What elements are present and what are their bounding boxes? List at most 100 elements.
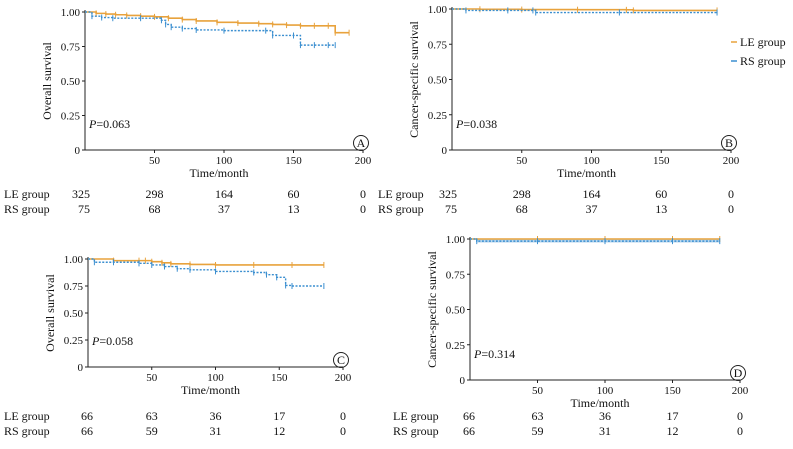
risk-value: 13 [655,202,667,216]
x-tick-label: 150 [271,372,288,384]
x-tick-label: 200 [732,385,749,397]
risk-value: 68 [516,202,528,216]
x-tick-label: 50 [146,372,158,384]
y-tick-label: 1.00 [446,234,466,246]
x-tick-label: 100 [583,155,600,167]
y-tick-label: 0.75 [64,281,84,293]
series-le-group [452,8,718,12]
risk-value: 0 [728,202,734,216]
risk-value: 63 [146,409,158,423]
x-axis-label: Time/month [557,166,616,180]
risk-value: 66 [463,424,475,438]
risk-value: 36 [210,409,222,423]
x-tick-label: 100 [216,155,233,167]
risk-row-label: LE group [4,187,50,201]
y-tick-label: 0.50 [446,305,466,317]
risk-row-label: RS group [393,424,439,438]
x-axis-label: Time/month [190,166,249,180]
y-tick-label: 0 [75,145,81,157]
risk-row-label: RS group [4,424,50,438]
risk-value: 164 [215,187,233,201]
x-tick-label: 150 [285,155,302,167]
risk-row-label: RS group [378,202,424,216]
risk-value: 164 [583,187,601,201]
x-tick-label: 200 [335,372,352,384]
risk-value: 63 [532,409,544,423]
risk-value: 325 [72,187,90,201]
risk-value: 60 [655,187,667,201]
legend-label: LE group [740,35,786,49]
x-axis-label: Time/month [181,383,240,397]
risk-value: 0 [360,202,366,216]
y-tick-label: 0.75 [446,269,466,281]
y-axis-label: Cancer-specific survival [425,250,439,367]
risk-value: 31 [599,424,611,438]
risk-value: 12 [273,424,285,438]
panel-label-circle [353,135,369,151]
risk-value: 36 [599,409,611,423]
panel-label-circle [730,365,746,381]
p-value: P=0.314 [473,347,515,361]
risk-value: 12 [667,424,679,438]
x-axis-label: Time/month [571,396,630,410]
legend-label: RS group [740,54,786,68]
y-tick-label: 1.00 [64,254,84,266]
panel-label: A [357,136,366,150]
y-tick-label: 0.75 [61,42,81,54]
x-tick-label: 50 [149,155,161,167]
p-value: P=0.063 [88,117,130,131]
y-axis-label: Overall survival [43,274,57,352]
y-tick-label: 0 [78,362,84,374]
panel-label: B [725,136,733,150]
y-tick-label: 0.25 [64,335,84,347]
risk-value: 13 [288,202,300,216]
y-axis-label: Cancer-specific survival [407,20,421,137]
risk-value: 66 [81,424,93,438]
y-tick-label: 0 [460,375,466,387]
risk-value: 59 [532,424,544,438]
x-tick-label: 200 [723,155,740,167]
x-tick-label: 50 [516,155,528,167]
risk-value: 0 [360,187,366,201]
risk-value: 298 [146,187,164,201]
risk-row-label: RS group [4,202,50,216]
risk-value: 17 [667,409,679,423]
risk-value: 17 [273,409,285,423]
risk-value: 0 [340,424,346,438]
panel-label-circle [721,135,737,151]
y-axis-label: Overall survival [40,42,54,120]
risk-row-label: LE group [4,409,50,423]
panel-B: 0 0.25 0.50 0.75 1.00 50 100 150 200 Time/month Ca… [378,4,740,216]
x-tick-label: 150 [653,155,670,167]
risk-value: 75 [445,202,457,216]
risk-value: 60 [288,187,300,201]
risk-value: 37 [218,202,230,216]
p-value: P=0.058 [91,334,133,348]
y-tick-label: 0.25 [446,340,466,352]
x-tick-label: 50 [532,385,544,397]
y-tick-label: 0 [442,145,448,157]
y-tick-label: 1.00 [61,7,81,19]
panel-label-circle [333,352,349,368]
series-le-group [88,258,324,266]
p-value: P=0.038 [455,117,497,131]
y-tick-label: 0.50 [428,75,448,87]
risk-value: 325 [439,187,457,201]
risk-row-label: LE group [378,187,424,201]
y-tick-label: 0.25 [428,110,448,122]
risk-value: 0 [737,424,743,438]
risk-value: 66 [81,409,93,423]
risk-value: 298 [513,187,531,201]
y-tick-label: 0.50 [61,76,81,88]
risk-value: 68 [149,202,161,216]
panel-C: 0 0.25 0.50 0.75 1.00 50 100 150 200 Time/month Ov… [4,254,352,438]
panel-label: D [734,366,743,380]
panel-D: 0 0.25 0.50 0.75 1.00 50 100 150 200 Time/month Ca… [393,234,749,438]
risk-row-label: LE group [393,409,439,423]
panel-label: C [337,353,345,367]
risk-value: 0 [737,409,743,423]
panel-A: 0 0.25 0.50 0.75 1.00 50 100 150 200 Time/month Ov… [4,7,372,216]
risk-value: 0 [340,409,346,423]
risk-value: 0 [728,187,734,201]
